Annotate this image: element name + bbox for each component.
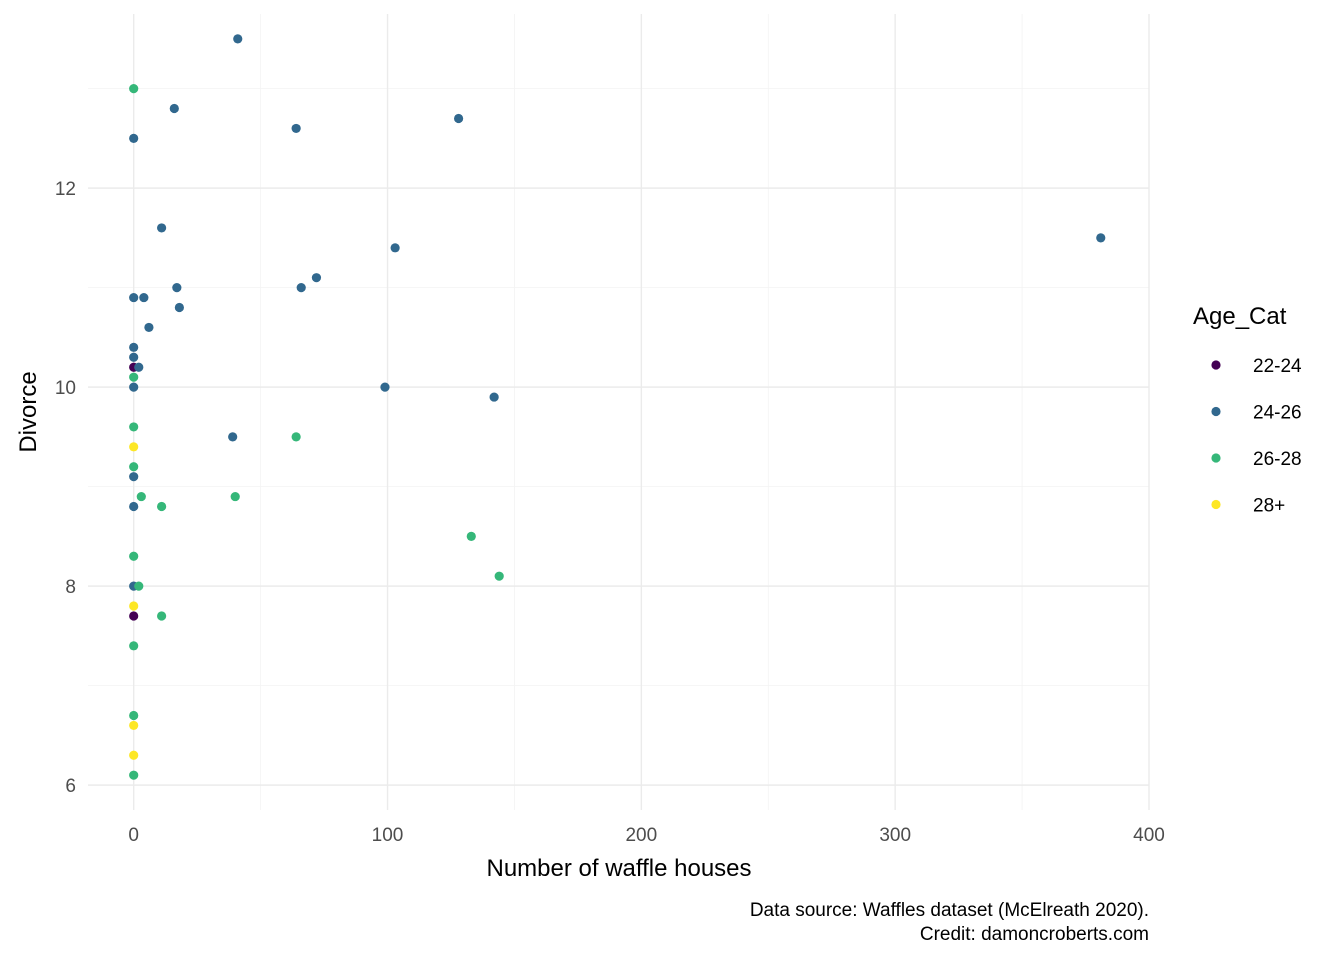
legend-key-28+	[1211, 499, 1221, 510]
data-points	[129, 34, 1106, 780]
grid	[88, 14, 1150, 810]
legend-label: 26-28	[1253, 449, 1302, 470]
x-tick-label: 100	[372, 825, 404, 846]
data-point-28+	[129, 750, 139, 760]
x-tick-label: 300	[879, 825, 911, 846]
data-point-26-28	[129, 770, 139, 780]
x-axis-title: Number of waffle houses	[486, 855, 751, 882]
data-point-26-28	[129, 710, 139, 721]
x-tick-label: 200	[625, 825, 657, 846]
data-point-24-26	[144, 322, 154, 333]
data-point-26-28	[466, 531, 476, 541]
data-point-24-26	[174, 302, 184, 313]
data-point-24-26	[296, 283, 306, 293]
data-point-24-26	[380, 382, 390, 392]
data-point-28+	[129, 720, 139, 731]
data-point-24-26	[129, 342, 139, 352]
x-tick-label: 0	[128, 825, 139, 846]
data-point-26-28	[129, 84, 139, 94]
data-point-24-26	[129, 292, 139, 303]
data-point-28+	[129, 442, 139, 452]
x-tick-label: 400	[1133, 825, 1165, 846]
legend-label: 28+	[1253, 496, 1285, 517]
data-point-26-28	[129, 641, 139, 651]
legend: Age_Cat 22-24 24-26 26-28 28+	[1193, 303, 1302, 517]
data-point-26-28	[129, 462, 139, 472]
tick-labels: 0 100 200 300 400 6 8 10 12	[55, 179, 1165, 846]
data-point-24-26	[139, 292, 149, 303]
data-point-24-26	[1096, 233, 1106, 243]
y-tick-label: 8	[65, 577, 76, 598]
data-point-24-26	[129, 472, 139, 482]
data-point-24-26	[291, 123, 301, 134]
legend-label: 24-26	[1253, 403, 1302, 424]
data-point-24-26	[129, 133, 139, 143]
data-point-26-28	[157, 501, 167, 512]
data-point-24-26	[134, 362, 144, 372]
data-point-24-26	[129, 501, 139, 512]
data-point-26-28	[230, 491, 240, 502]
data-point-24-26	[390, 243, 400, 253]
data-point-24-26	[489, 392, 499, 402]
data-point-22-24	[129, 611, 139, 621]
data-point-28+	[129, 601, 139, 611]
data-point-24-26	[129, 352, 139, 362]
data-point-24-26	[233, 34, 243, 44]
legend-key-24-26	[1211, 406, 1221, 417]
data-point-26-28	[136, 491, 146, 502]
legend-title: Age_Cat	[1193, 303, 1287, 330]
legend-key-22-24	[1211, 360, 1221, 370]
data-point-26-28	[157, 611, 167, 621]
data-point-24-26	[311, 273, 322, 283]
data-point-24-26	[169, 103, 179, 114]
legend-label: 22-24	[1253, 356, 1302, 377]
y-tick-label: 6	[65, 776, 76, 797]
data-point-26-28	[129, 551, 139, 561]
y-tick-label: 12	[55, 179, 76, 200]
caption-credit: Credit: damoncroberts.com	[920, 924, 1149, 945]
data-point-26-28	[129, 422, 139, 432]
data-point-26-28	[129, 372, 139, 382]
caption-source: Data source: Waffles dataset (McElreath …	[750, 900, 1149, 921]
data-point-26-28	[494, 571, 504, 581]
y-tick-label: 10	[55, 378, 76, 399]
data-point-24-26	[172, 283, 182, 293]
data-point-26-28	[291, 432, 301, 442]
data-point-24-26	[453, 113, 464, 124]
data-point-26-28	[134, 581, 144, 591]
data-point-24-26	[129, 382, 139, 392]
data-point-24-26	[157, 223, 167, 233]
legend-key-26-28	[1211, 453, 1221, 463]
data-point-24-26	[228, 432, 238, 442]
y-axis-title: Divorce	[15, 371, 42, 452]
